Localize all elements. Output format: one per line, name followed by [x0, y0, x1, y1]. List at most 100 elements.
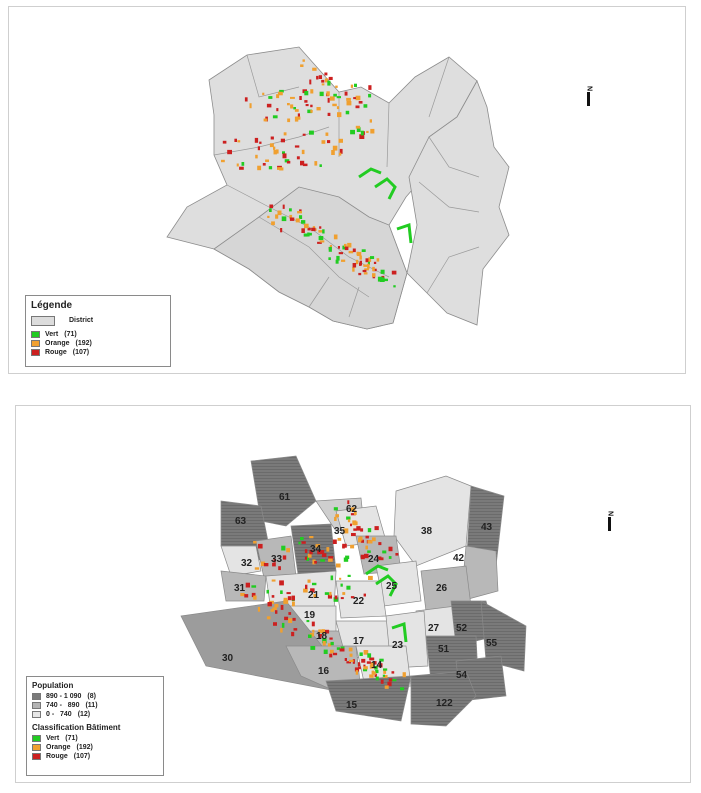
zone-label-61: 61 — [279, 492, 291, 503]
building-marker — [283, 132, 287, 136]
building-marker — [367, 528, 372, 533]
building-marker — [310, 89, 314, 94]
building-marker — [296, 116, 301, 120]
zone-label-35: 35 — [334, 526, 346, 537]
zone-label-19: 19 — [304, 610, 316, 621]
legend-title: Légende — [31, 300, 73, 311]
building-marker — [328, 257, 331, 260]
building-marker — [273, 146, 276, 150]
building-marker — [303, 588, 308, 593]
building-marker — [360, 554, 365, 560]
building-marker — [324, 592, 330, 595]
building-marker — [342, 245, 347, 250]
district-swatch — [31, 315, 55, 326]
zone-label-24: 24 — [368, 554, 380, 565]
building-marker — [356, 526, 361, 531]
building-marker — [263, 563, 269, 567]
zone-label-33: 33 — [271, 554, 283, 565]
zone-label-43: 43 — [481, 522, 493, 533]
building-marker — [388, 556, 392, 559]
building-marker — [304, 223, 309, 229]
zone-label-30: 30 — [222, 653, 234, 664]
building-marker — [269, 208, 272, 212]
legend-item-vert: Vert (71) — [31, 330, 170, 339]
building-marker — [350, 84, 354, 88]
building-marker — [339, 648, 345, 652]
building-marker — [333, 597, 339, 602]
building-marker — [311, 227, 316, 232]
north-letter: N — [606, 510, 614, 517]
swatch-orange — [32, 744, 41, 751]
building-marker — [336, 106, 340, 110]
building-marker — [268, 96, 273, 99]
building-marker — [335, 259, 339, 264]
building-marker — [293, 107, 296, 110]
building-marker — [367, 540, 373, 544]
zone-label-25: 25 — [386, 581, 398, 592]
building-marker — [289, 214, 293, 219]
zone-label-16: 16 — [318, 666, 330, 677]
building-marker — [360, 130, 364, 136]
building-marker — [267, 602, 272, 607]
building-marker — [294, 109, 299, 112]
building-marker — [295, 218, 300, 223]
building-marker — [288, 618, 293, 623]
building-marker — [360, 528, 364, 532]
building-marker — [291, 595, 295, 601]
building-marker — [304, 549, 308, 553]
population-legend-title: Population — [32, 681, 74, 690]
building-marker — [342, 592, 346, 595]
district-boundaries — [213, 54, 480, 318]
legend-district-row: District — [31, 314, 170, 327]
building-marker — [350, 596, 355, 599]
building-marker — [338, 152, 342, 156]
building-marker — [346, 585, 351, 590]
building-marker — [347, 242, 352, 248]
building-marker — [327, 140, 331, 144]
building-marker — [347, 574, 351, 577]
building-marker — [346, 101, 352, 106]
building-marker — [267, 215, 270, 218]
building-marker — [367, 653, 372, 658]
building-marker — [327, 112, 331, 116]
building-marker — [304, 556, 307, 560]
bottom-map-panel: 61 62 63 35 38 43 32 33 34 24 42 31 21 2… — [15, 405, 691, 783]
building-marker — [315, 544, 321, 548]
building-marker — [276, 108, 279, 112]
building-marker — [319, 226, 322, 229]
building-marker — [257, 165, 262, 171]
building-marker — [271, 595, 275, 598]
bottom-legend: Population 890 - 1 090 (8) 740 - 890 (11… — [26, 676, 164, 776]
building-marker — [316, 75, 319, 80]
building-marker — [333, 93, 337, 97]
top-map-panel: N Légende District Vert (71) Orange (192… — [8, 6, 686, 374]
building-marker — [378, 542, 382, 546]
building-marker — [363, 104, 368, 108]
building-marker — [308, 634, 312, 638]
building-marker — [352, 248, 356, 253]
building-marker — [347, 519, 351, 523]
building-marker — [348, 647, 353, 652]
building-marker — [346, 97, 351, 101]
building-marker — [356, 251, 359, 256]
swatch-pop-high — [32, 693, 41, 700]
building-marker — [363, 264, 369, 267]
building-marker — [311, 621, 315, 627]
building-marker — [329, 653, 333, 658]
building-marker — [280, 628, 283, 633]
building-marker — [363, 272, 368, 275]
building-marker — [352, 520, 357, 526]
zone-label-31: 31 — [234, 583, 246, 594]
building-marker — [241, 162, 245, 166]
building-marker — [374, 673, 377, 678]
legend-item-vert: Vert (71) — [32, 734, 163, 743]
building-marker — [359, 652, 363, 656]
building-marker — [257, 146, 260, 151]
building-marker — [276, 94, 280, 99]
building-marker — [383, 675, 388, 678]
green-buildings — [358, 167, 413, 244]
zone-label-63: 63 — [235, 516, 247, 527]
zone-label-27: 27 — [428, 623, 440, 634]
building-marker — [304, 90, 309, 96]
building-points — [240, 500, 406, 691]
